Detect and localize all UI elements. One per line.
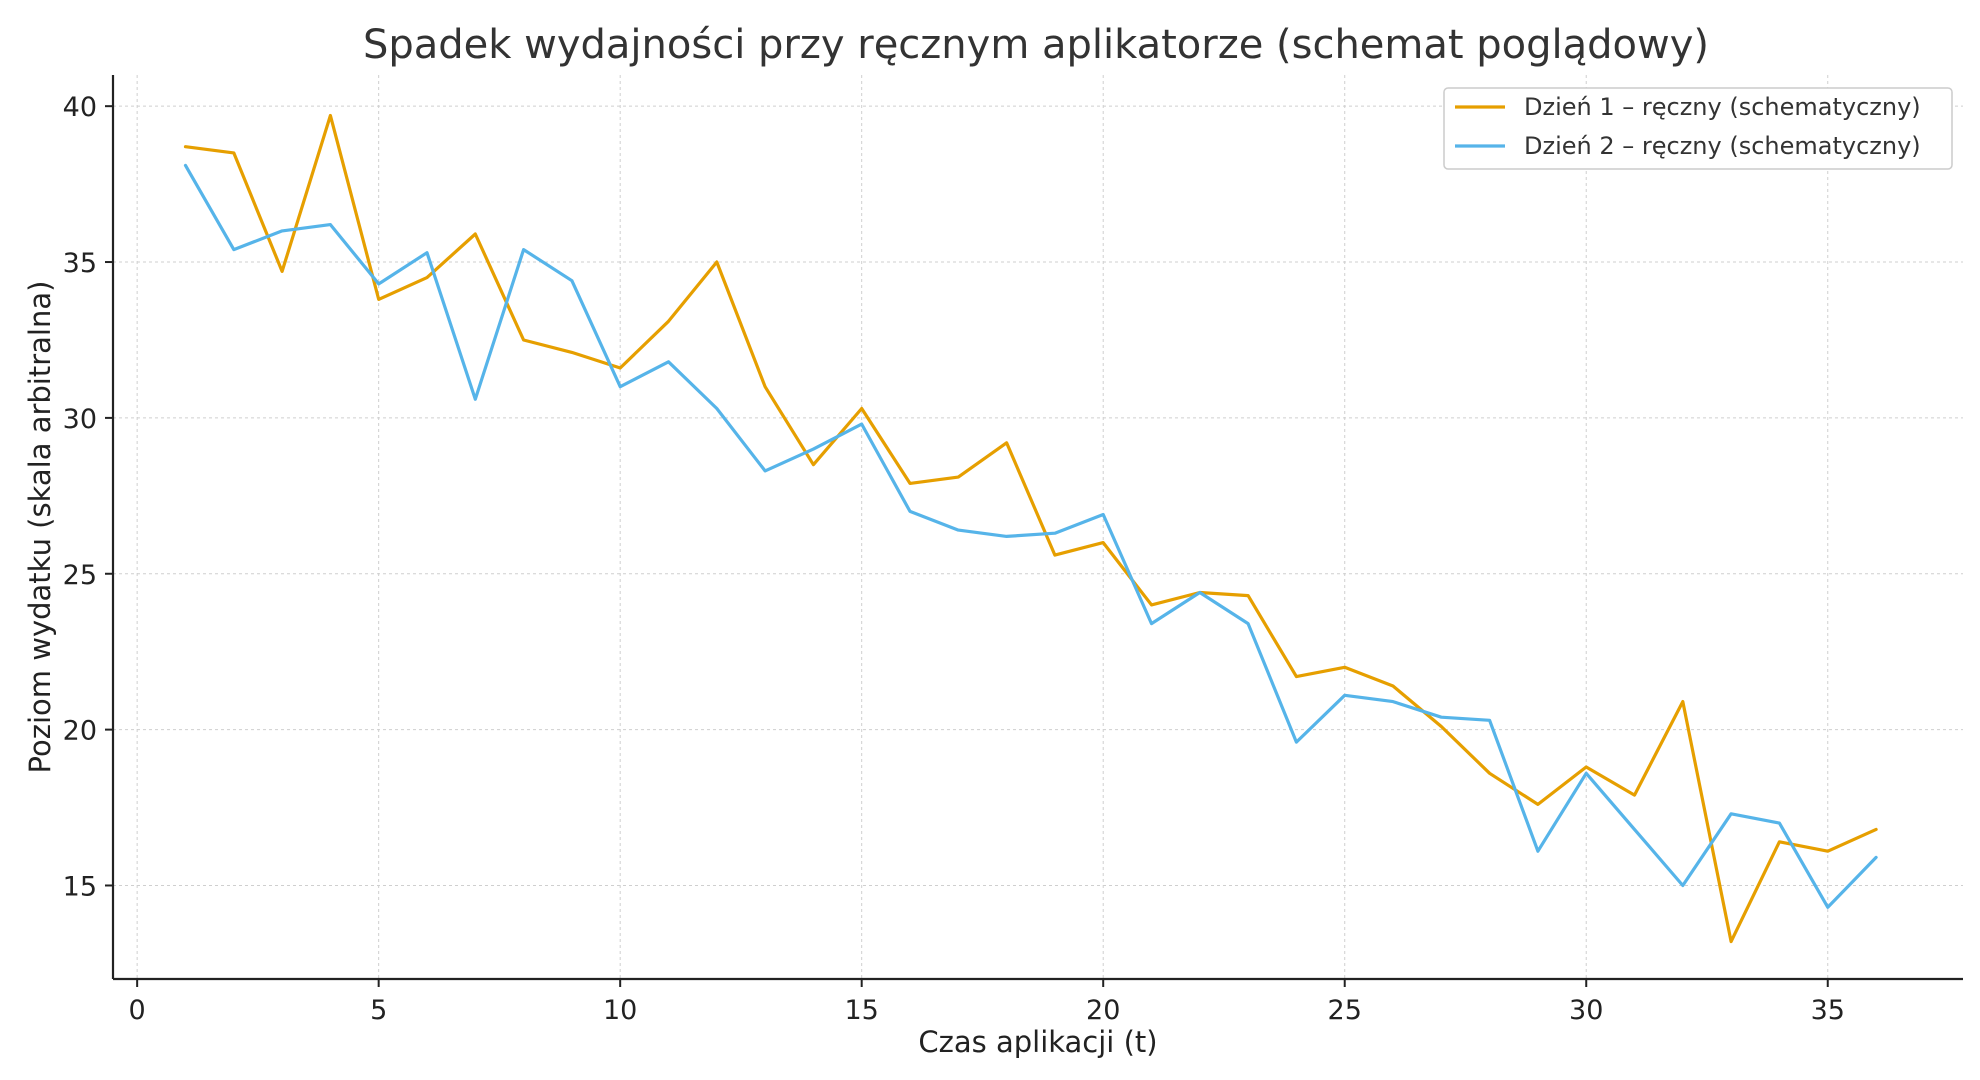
series-line-dzien-1 bbox=[183, 113, 1878, 944]
y-tick-label: 40 bbox=[63, 92, 97, 123]
y-tick-label: 20 bbox=[63, 716, 97, 747]
x-tick-label: 25 bbox=[1328, 995, 1362, 1026]
x-tick-label: 35 bbox=[1811, 995, 1845, 1026]
y-tick-label: 25 bbox=[63, 560, 97, 591]
x-tick-label: 10 bbox=[603, 995, 637, 1026]
legend-label-dzien-2: Dzień 2 – ręczny (schematyczny) bbox=[1524, 132, 1921, 160]
series-line-dzien-2 bbox=[183, 163, 1878, 909]
y-ticks: 15 20 25 30 35 40 bbox=[63, 92, 113, 902]
x-ticks: 0 5 10 15 20 25 30 35 bbox=[129, 979, 1845, 1026]
x-axis-label: Czas aplikacji (t) bbox=[918, 1025, 1157, 1059]
x-tick-label: 20 bbox=[1086, 995, 1120, 1026]
y-tick-label: 35 bbox=[63, 248, 97, 279]
legend: Dzień 1 – ręczny (schematyczny) Dzień 2 … bbox=[1443, 87, 1953, 170]
legend-label-dzien-1: Dzień 1 – ręczny (schematyczny) bbox=[1524, 93, 1921, 121]
chart-title: Spadek wydajności przy ręcznym aplikator… bbox=[363, 22, 1709, 68]
y-tick-label: 15 bbox=[63, 871, 97, 902]
y-axis-label: Poziom wydatku (skala arbitralna) bbox=[23, 281, 57, 774]
x-tick-label: 30 bbox=[1569, 995, 1603, 1026]
x-tick-label: 0 bbox=[129, 995, 146, 1026]
legend-box bbox=[1443, 87, 1953, 170]
grid bbox=[113, 75, 1963, 979]
y-tick-label: 30 bbox=[63, 404, 97, 435]
series-lines bbox=[183, 113, 1878, 944]
x-tick-label: 5 bbox=[370, 995, 387, 1026]
axes bbox=[111, 75, 1963, 981]
x-tick-label: 15 bbox=[845, 995, 879, 1026]
